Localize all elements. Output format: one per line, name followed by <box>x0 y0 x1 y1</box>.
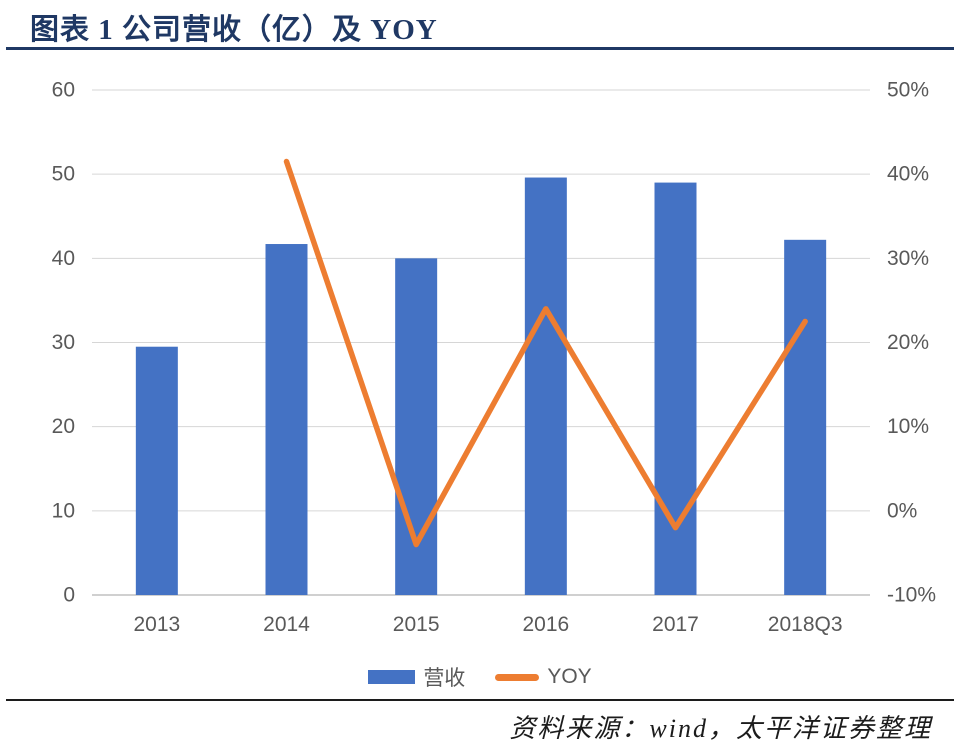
left-axis-tick: 60 <box>52 79 75 102</box>
x-axis-label-2016: 2016 <box>522 613 569 636</box>
x-axis-label-2018Q3: 2018Q3 <box>768 613 843 636</box>
yoy-line <box>283 158 808 548</box>
left-axis-tick: 0 <box>63 584 75 607</box>
left-axis-tick: 30 <box>52 331 75 354</box>
left-axis-tick: 40 <box>52 247 75 270</box>
left-axis-tick: 20 <box>52 415 75 438</box>
right-axis-tick: 20% <box>887 331 929 354</box>
right-axis-tick: 40% <box>887 163 929 186</box>
footer-divider <box>6 699 954 701</box>
legend-label-yoy: YOY <box>547 665 592 688</box>
legend-item-yoy: YOY <box>495 665 592 689</box>
yoy-line-swatch <box>495 673 540 681</box>
right-axis-tick: -10% <box>887 584 936 607</box>
left-axis-tick: 10 <box>52 499 75 522</box>
revenue-bar-2017 <box>654 182 697 596</box>
right-axis-tick: 50% <box>887 79 929 102</box>
revenue-bar-2013 <box>135 346 178 595</box>
right-axis-tick: 30% <box>887 247 929 270</box>
legend-item-revenue: 营收 <box>368 662 465 692</box>
right-axis-tick: 10% <box>887 415 929 438</box>
figure-title: 图表 1 公司营收（亿）及 YOY <box>30 14 438 46</box>
revenue-yoy-chart: 0 -10% 10 0% 20 10% 30 20% 40 30% 50 40% 60 50% 2013 20… <box>52 79 936 637</box>
right-axis-tick: 0% <box>887 499 917 522</box>
x-axis-label-2013: 2013 <box>133 613 180 636</box>
left-axis-tick: 50 <box>52 163 75 186</box>
legend-label-revenue: 营收 <box>423 667 466 690</box>
revenue-bar-swatch <box>368 670 416 684</box>
revenue-bar-2018Q3 <box>784 239 827 596</box>
x-axis-label-2017: 2017 <box>652 613 699 636</box>
revenue-bar-2014 <box>265 244 308 595</box>
x-axis-label-2014: 2014 <box>263 613 310 636</box>
x-axis-label-2015: 2015 <box>393 613 440 636</box>
title-divider <box>6 47 954 50</box>
revenue-bar-2016 <box>524 177 567 596</box>
source-note: 资料来源：wind，太平洋证券整理 <box>509 714 932 743</box>
chart-legend: 营收 YOY <box>0 662 960 692</box>
